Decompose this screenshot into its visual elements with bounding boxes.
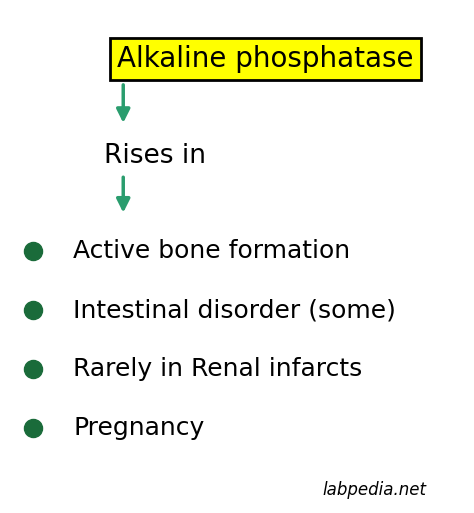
Text: Intestinal disorder (some): Intestinal disorder (some) — [73, 299, 396, 322]
Text: Pregnancy: Pregnancy — [73, 417, 205, 440]
Text: Active bone formation: Active bone formation — [73, 240, 351, 263]
Text: labpedia.net: labpedia.net — [322, 481, 426, 499]
Text: Rarely in Renal infarcts: Rarely in Renal infarcts — [73, 358, 363, 381]
Text: Rises in: Rises in — [104, 144, 206, 169]
Text: Alkaline phosphatase: Alkaline phosphatase — [117, 45, 414, 73]
